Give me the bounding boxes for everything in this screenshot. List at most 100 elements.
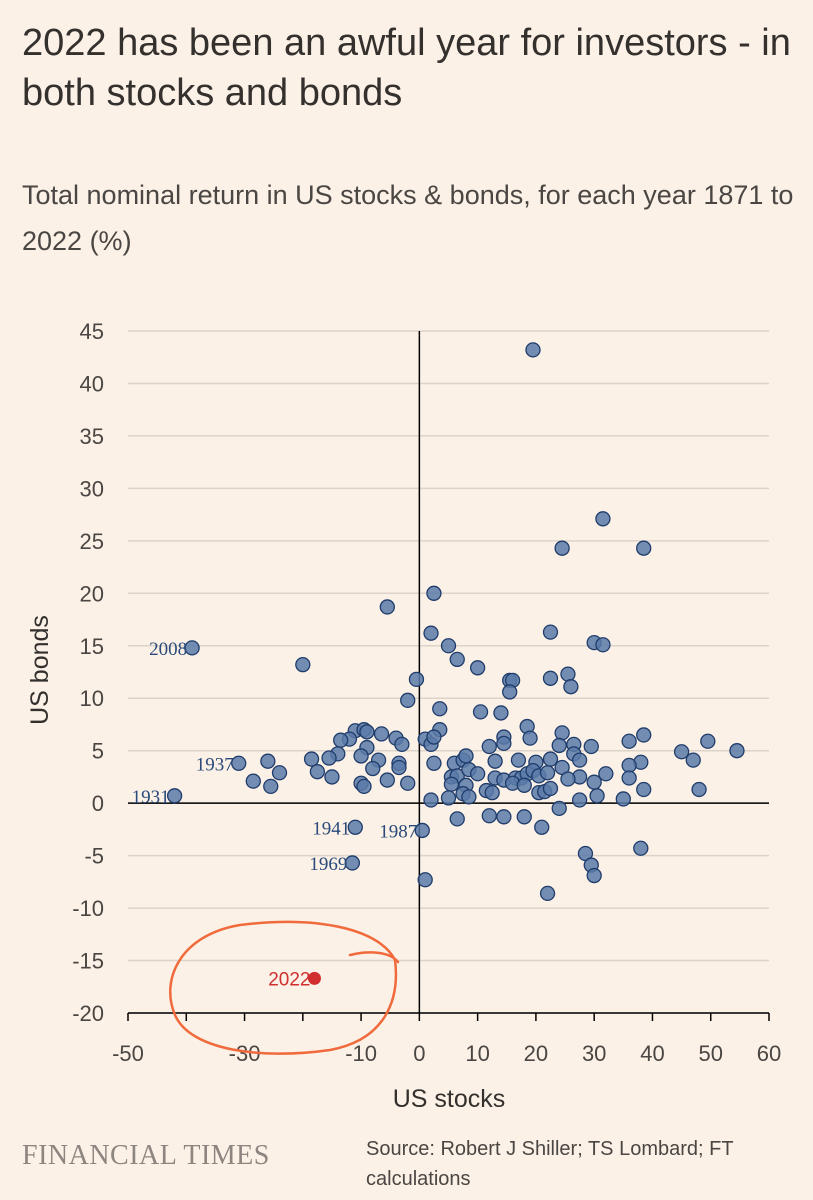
data-point <box>522 730 538 746</box>
data-point <box>487 753 503 769</box>
y-tick-label: -20 <box>72 1001 104 1026</box>
data-point <box>673 744 690 760</box>
data-point <box>691 781 707 798</box>
data-point <box>260 753 276 769</box>
data-point <box>595 511 611 527</box>
x-tick-label: 40 <box>640 1041 664 1066</box>
data-point <box>633 840 649 856</box>
data-point <box>373 726 390 742</box>
data-point <box>353 748 369 764</box>
data-point <box>356 778 372 795</box>
data-point <box>571 792 588 808</box>
chart-title: 2022 has been an awful year for investor… <box>22 22 791 114</box>
data-point <box>636 727 652 743</box>
hand-drawn-circle-highlight <box>169 920 400 1055</box>
point-label-1941: 1941 <box>312 818 350 839</box>
data-point <box>333 732 349 748</box>
data-point <box>324 769 340 785</box>
data-point <box>423 625 439 641</box>
data-point <box>496 735 512 751</box>
data-point <box>472 704 489 720</box>
gridlines <box>128 330 769 1014</box>
data-point <box>303 751 320 767</box>
data-point <box>516 777 532 793</box>
data-point <box>586 867 602 884</box>
data-point <box>534 819 550 835</box>
data-point <box>458 748 474 764</box>
x-axis-title: US stocks <box>393 1085 506 1113</box>
data-point-2022 <box>307 971 321 985</box>
x-tick-labels: -50 -30 -10 0 10 20 30 40 50 60 <box>112 1041 781 1066</box>
data-point <box>551 737 567 754</box>
data-point <box>636 540 652 556</box>
data-point <box>621 733 637 749</box>
y-tick-label: 45 <box>80 319 104 344</box>
y-tick-label: 30 <box>80 476 104 501</box>
data-point <box>426 755 442 771</box>
data-point <box>309 764 326 780</box>
x-tick-label: 0 <box>413 1041 425 1066</box>
data-point-1931 <box>166 788 183 804</box>
data-point <box>321 750 337 766</box>
point-label-2022: 2022 <box>268 969 310 990</box>
data-point <box>295 657 311 673</box>
data-point <box>583 738 599 755</box>
point-annotations: 2008 1937 1931 1941 1987 1969 2022 <box>132 639 418 991</box>
data-point <box>510 752 527 768</box>
point-label-1931: 1931 <box>132 787 170 808</box>
point-label-1969: 1969 <box>309 854 347 875</box>
data-point <box>245 773 261 789</box>
data-point <box>469 660 486 676</box>
point-label-1937: 1937 <box>196 754 234 775</box>
data-point <box>542 670 559 686</box>
data-point-1987 <box>414 822 430 839</box>
data-point <box>461 789 477 805</box>
data-point <box>440 638 457 654</box>
data-point <box>542 780 559 797</box>
y-axis-title: US bonds <box>26 615 54 725</box>
data-point <box>560 771 576 787</box>
data-point <box>554 540 570 556</box>
data-point <box>394 736 410 753</box>
data-point-1969 <box>344 855 361 871</box>
y-tick-label: 15 <box>80 634 104 659</box>
data-point <box>432 701 448 717</box>
y-tick-labels: -20 -15 -10 -5 0 5 10 15 20 25 30 35 40 45 <box>72 319 104 1026</box>
data-point <box>359 724 375 740</box>
data-point <box>408 671 425 687</box>
source-note: Source: Robert J Shiller; TS Lombard; FT… <box>366 1138 734 1190</box>
data-point <box>496 809 512 825</box>
data-point <box>560 666 576 682</box>
data-point <box>615 791 631 807</box>
data-point <box>481 808 497 824</box>
data-point <box>700 733 716 749</box>
data-point <box>263 778 279 795</box>
axes <box>127 331 770 1021</box>
y-tick-label: 40 <box>80 371 104 396</box>
data-point <box>400 692 416 708</box>
data-point <box>621 770 637 786</box>
data-point <box>484 785 500 801</box>
data-point <box>542 624 559 640</box>
data-point-1941 <box>347 819 363 835</box>
data-point <box>271 765 288 781</box>
data-point <box>417 872 433 888</box>
data-point-1937 <box>231 755 247 771</box>
data-point <box>516 809 532 825</box>
x-tick-label: 60 <box>757 1041 781 1066</box>
x-tick-label: -50 <box>112 1041 144 1066</box>
data-point <box>449 811 465 827</box>
data-point <box>391 759 407 776</box>
data-point <box>493 705 509 721</box>
x-tick-label: 30 <box>582 1041 606 1066</box>
y-tick-label: -5 <box>84 844 104 869</box>
data-point <box>685 752 701 768</box>
data-point <box>525 342 541 358</box>
y-tick-label: 5 <box>92 739 104 764</box>
data-point <box>443 776 460 792</box>
data-point <box>551 800 567 817</box>
chart-subtitle: Total nominal return in US stocks & bond… <box>22 180 794 256</box>
data-point <box>449 651 465 668</box>
data-point <box>379 772 395 788</box>
